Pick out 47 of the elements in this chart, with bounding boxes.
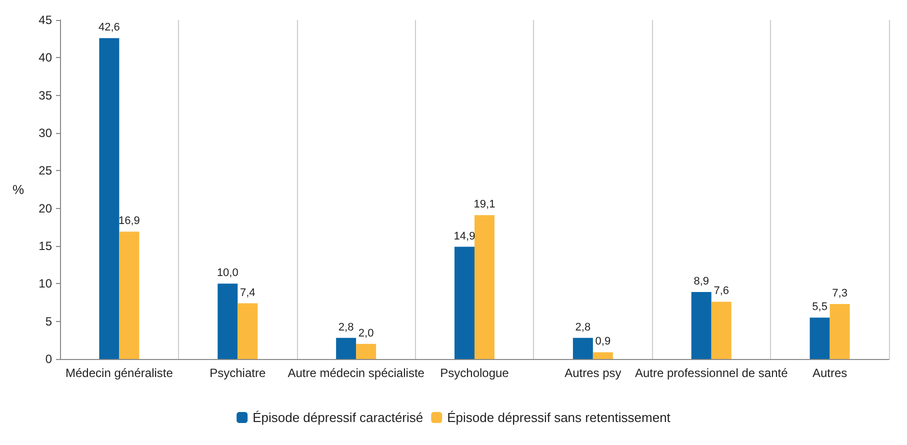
bar: [691, 292, 712, 359]
y-tick-label: 15: [38, 239, 52, 253]
data-label: 16,9: [118, 215, 140, 228]
bar: [572, 338, 593, 359]
bar: [454, 246, 474, 359]
data-label: 10,0: [216, 267, 238, 280]
bar: [592, 352, 613, 359]
data-label: 2,8: [575, 321, 591, 334]
y-tick-label: 25: [38, 164, 52, 178]
y-tick-label: 5: [45, 314, 52, 328]
y-tick-label: 20: [38, 201, 52, 216]
data-label: 0,9: [595, 336, 611, 348]
x-tick-label: Médecin généraliste: [66, 366, 174, 380]
y-axis-title: %: [12, 182, 24, 197]
data-label: 42,6: [98, 22, 120, 34]
data-label: 7,4: [240, 286, 256, 299]
x-tick-label: Autre médecin spécialiste: [288, 366, 425, 380]
data-label: 8,9: [694, 275, 710, 288]
legend-label: Épisode dépressif sans retentissement: [447, 410, 671, 425]
bar: [238, 303, 258, 359]
x-tick-label: Autre professionnel de santé: [634, 366, 788, 380]
data-label: 7,6: [714, 285, 730, 298]
data-label: 2,8: [338, 321, 354, 334]
y-tick-label: 10: [38, 276, 52, 291]
bar: [474, 215, 494, 359]
data-label: 2,0: [358, 327, 374, 340]
y-tick-label: 0: [45, 352, 52, 366]
legend-label: Épisode dépressif caractérisé: [252, 410, 424, 425]
bar: [119, 232, 140, 359]
data-label: 5,5: [812, 301, 828, 314]
bar: [356, 344, 376, 359]
x-tick-label: Psychologue: [440, 366, 510, 380]
x-tick-label: Psychiatre: [210, 366, 266, 380]
y-tick-label: 35: [38, 88, 52, 102]
y-tick-label: 40: [38, 50, 52, 65]
y-tick-label: 30: [38, 126, 52, 140]
bar: [99, 38, 120, 359]
bar: [336, 338, 356, 359]
bar: [830, 304, 850, 359]
data-label: 19,1: [474, 198, 496, 211]
x-tick-label: Autres: [812, 366, 848, 380]
y-tick-label: 45: [38, 13, 52, 27]
bar: [810, 318, 830, 359]
data-label: 7,3: [832, 288, 848, 300]
x-tick-label: Autres psy: [564, 366, 622, 380]
bar: [711, 302, 732, 359]
bar: [218, 284, 238, 359]
